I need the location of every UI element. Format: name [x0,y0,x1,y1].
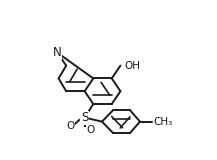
Text: CH₃: CH₃ [153,117,172,127]
Text: O: O [66,121,75,131]
Text: S: S [81,111,88,124]
Text: N: N [53,46,62,59]
Text: OH: OH [125,61,141,71]
Text: O: O [86,125,94,135]
